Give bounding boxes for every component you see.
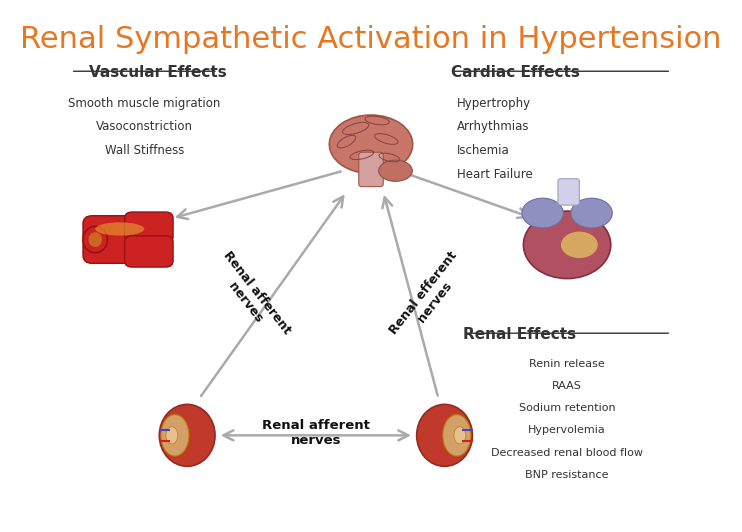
Ellipse shape [523, 211, 611, 279]
Text: Wall Stiffness: Wall Stiffness [105, 144, 184, 157]
Ellipse shape [454, 427, 466, 444]
Text: Renal afferent
nerves: Renal afferent nerves [262, 419, 370, 447]
Ellipse shape [571, 198, 612, 228]
Text: Cardiac Effects: Cardiac Effects [450, 65, 580, 80]
Ellipse shape [522, 198, 563, 228]
Text: Sodium retention: Sodium retention [519, 403, 615, 413]
Text: Renal Effects: Renal Effects [463, 327, 576, 342]
Text: Renin release: Renin release [529, 359, 605, 369]
Ellipse shape [417, 404, 473, 467]
Text: Renal afferent
nerves: Renal afferent nerves [209, 249, 294, 346]
FancyArrowPatch shape [401, 172, 528, 218]
Ellipse shape [95, 222, 144, 236]
FancyArrowPatch shape [382, 197, 438, 396]
FancyBboxPatch shape [358, 152, 384, 187]
FancyArrowPatch shape [201, 196, 344, 396]
FancyArrowPatch shape [223, 430, 408, 440]
Ellipse shape [378, 160, 413, 181]
FancyBboxPatch shape [125, 236, 173, 267]
Ellipse shape [561, 231, 598, 258]
Text: Decreased renal blood flow: Decreased renal blood flow [491, 447, 643, 458]
Ellipse shape [443, 415, 470, 456]
Text: Vasoconstriction: Vasoconstriction [96, 120, 193, 134]
Text: Smooth muscle migration: Smooth muscle migration [68, 97, 220, 110]
Text: Renal Sympathetic Activation in Hypertension: Renal Sympathetic Activation in Hyperten… [20, 25, 722, 54]
Text: Hypertrophy: Hypertrophy [457, 97, 531, 110]
Ellipse shape [88, 232, 102, 247]
Text: Ischemia: Ischemia [457, 144, 510, 157]
Ellipse shape [329, 115, 413, 173]
Ellipse shape [166, 427, 178, 444]
Text: Heart Failure: Heart Failure [457, 168, 533, 181]
Ellipse shape [160, 404, 215, 467]
Ellipse shape [161, 415, 189, 456]
Ellipse shape [83, 226, 108, 253]
FancyArrowPatch shape [177, 171, 341, 219]
FancyBboxPatch shape [125, 212, 173, 243]
Text: BNP resistance: BNP resistance [525, 470, 609, 480]
Text: Arrhythmias: Arrhythmias [457, 120, 529, 134]
Text: Vascular Effects: Vascular Effects [89, 65, 227, 80]
FancyBboxPatch shape [83, 215, 144, 263]
Text: RAAS: RAAS [552, 381, 582, 391]
FancyBboxPatch shape [558, 179, 580, 205]
Text: Renal efferent
nerves: Renal efferent nerves [387, 249, 471, 346]
Text: Hypervolemia: Hypervolemia [528, 425, 606, 435]
